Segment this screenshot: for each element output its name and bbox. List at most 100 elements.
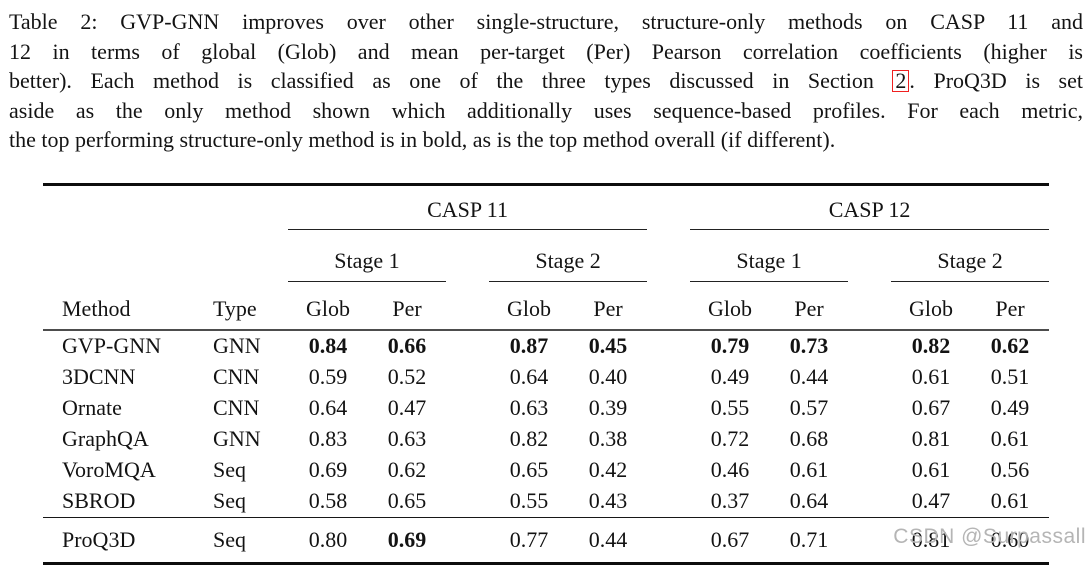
value-cell: 0.80 (288, 517, 368, 565)
value-cell: 0.61 (911, 457, 951, 482)
column-header-row: Method Type Glob Per Glob Per Glob Per G… (43, 281, 1050, 331)
value-cell: 0.87 (509, 333, 549, 358)
header-spacer (647, 281, 691, 331)
method-cell: SBROD (43, 485, 193, 518)
type-cell: Seq (193, 517, 288, 565)
value-cell: 0.40 (588, 364, 628, 389)
type-cell: CNN (213, 364, 260, 389)
table-row: Ornate CNN 0.64 0.47 0.63 0.39 0.55 0.57… (43, 393, 1049, 424)
stage-header: Stage 1 (288, 229, 446, 282)
header-spacer (43, 182, 288, 229)
value-cell: 0.67 (690, 517, 771, 565)
caption-line: Table 2: GVP-GNN improves over other sin… (9, 9, 1083, 34)
value-cell: 0.67 (911, 395, 951, 420)
method-cell: 3DCNN (62, 364, 136, 389)
header-spacer (848, 281, 892, 331)
col-header-per: Per (971, 281, 1050, 331)
caption-line: aside as the only method shown which add… (9, 97, 1083, 123)
method-cell: ProQ3D (43, 517, 193, 565)
type-cell: GNN (213, 333, 261, 358)
spacer (446, 362, 489, 393)
value-cell: 0.82 (911, 333, 951, 358)
value-cell: 0.61 (911, 364, 951, 389)
value-cell: 0.39 (588, 395, 628, 420)
type-cell: GNN (213, 426, 261, 451)
col-header-glob: Glob (891, 281, 972, 331)
value-cell: 0.45 (588, 333, 628, 358)
value-cell: 0.46 (710, 457, 750, 482)
spacer (446, 330, 489, 362)
value-cell: 0.49 (710, 364, 750, 389)
spacer (446, 455, 489, 486)
stage-header: Stage 2 (891, 229, 1050, 282)
value-cell: 0.64 (770, 485, 849, 518)
spacer (446, 424, 489, 455)
value-cell: 0.58 (288, 485, 368, 518)
value-cell: 0.52 (387, 364, 427, 389)
caption-line: 12 in terms of global (Glob) and mean pe… (9, 38, 1083, 64)
spacer (647, 455, 690, 486)
value-cell: 0.49 (990, 395, 1030, 420)
section-2-link[interactable]: 2 (892, 70, 910, 92)
value-cell: 0.65 (368, 485, 446, 518)
stage-header: Stage 2 (489, 229, 648, 282)
header-spacer (43, 229, 288, 281)
method-cell: Ornate (62, 395, 122, 420)
group-header-casp11: CASP 11 (288, 182, 648, 230)
spacer (647, 393, 690, 424)
col-header-type: Type (193, 281, 288, 331)
results-table: CASP 11 CASP 12 Stage 1 Stage 2 Stage 1 … (43, 182, 1050, 565)
type-cell: CNN (213, 395, 260, 420)
value-cell: 0.65 (509, 457, 549, 482)
stage-header: Stage 1 (690, 229, 849, 282)
caption-text: . ProQ3D is set (909, 68, 1083, 93)
value-cell: 0.72 (710, 426, 750, 451)
spacer (848, 455, 891, 486)
watermark: CSDN @Surpassall (893, 525, 1086, 548)
spacer (848, 517, 892, 565)
value-cell: 0.51 (990, 364, 1030, 389)
value-cell: 0.44 (569, 517, 648, 565)
type-cell: Seq (193, 485, 288, 518)
table-row: GraphQA GNN 0.83 0.63 0.82 0.38 0.72 0.6… (43, 424, 1049, 455)
value-cell: 0.38 (588, 426, 628, 451)
table-caption: Table 2: GVP-GNN improves over other sin… (0, 0, 1092, 155)
caption-text: better). Each method is classified as on… (9, 68, 893, 93)
group-header-casp12: CASP 12 (690, 182, 1050, 230)
value-cell: 0.55 (710, 395, 750, 420)
value-cell: 0.37 (690, 485, 771, 518)
value-cell: 0.84 (308, 333, 348, 358)
value-cell: 0.61 (971, 485, 1050, 518)
value-cell: 0.55 (489, 485, 569, 518)
value-cell: 0.56 (990, 457, 1030, 482)
spacer (848, 362, 891, 393)
type-cell: Seq (213, 457, 246, 482)
header-spacer (446, 229, 489, 281)
col-header-glob: Glob (690, 281, 771, 331)
value-cell: 0.63 (509, 395, 549, 420)
table-row: GVP-GNN GNN 0.84 0.66 0.87 0.45 0.79 0.7… (43, 330, 1049, 362)
value-cell: 0.59 (308, 364, 348, 389)
value-cell: 0.77 (489, 517, 569, 565)
value-cell: 0.47 (387, 395, 427, 420)
header-spacer (446, 281, 489, 331)
value-cell: 0.66 (387, 333, 427, 358)
header-spacer (848, 229, 891, 281)
value-cell: 0.64 (509, 364, 549, 389)
col-header-glob: Glob (489, 281, 569, 331)
value-cell: 0.71 (770, 517, 849, 565)
value-cell: 0.63 (387, 426, 427, 451)
caption-line: better). Each method is classified as on… (9, 66, 1083, 96)
col-header-method: Method (43, 281, 193, 331)
col-header-per: Per (770, 281, 849, 331)
table-row: SBROD Seq 0.58 0.65 0.55 0.43 0.37 0.64 … (43, 485, 1050, 518)
spacer (647, 362, 690, 393)
spacer (848, 393, 891, 424)
method-cell: VoroMQA (62, 457, 156, 482)
value-cell: 0.62 (990, 333, 1030, 358)
table-row: 3DCNN CNN 0.59 0.52 0.64 0.40 0.49 0.44 … (43, 362, 1049, 393)
spacer (848, 330, 891, 362)
spacer (647, 424, 690, 455)
spacer (446, 517, 489, 565)
